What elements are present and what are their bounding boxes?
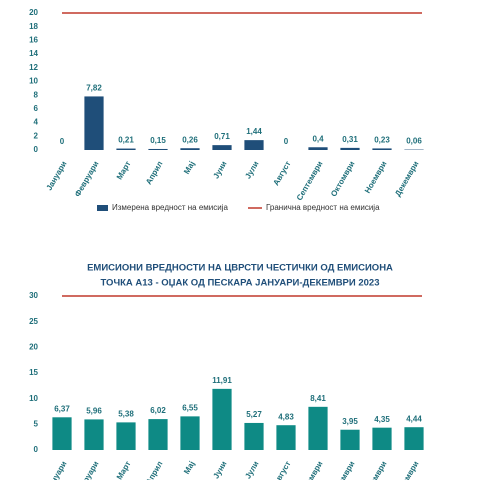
bar xyxy=(116,148,136,150)
y-tick-label: 14 xyxy=(29,49,38,58)
data-label: 0 xyxy=(284,137,289,146)
x-tick-label: Јули xyxy=(243,459,260,480)
x-tick-label: Мај xyxy=(182,460,197,476)
data-label: 6,37 xyxy=(54,404,70,413)
data-label: 0 xyxy=(60,137,65,146)
bar xyxy=(308,406,328,450)
bar xyxy=(404,427,424,450)
data-label: 0,21 xyxy=(118,136,134,145)
y-tick-label: 18 xyxy=(29,22,38,31)
data-label: 0,4 xyxy=(312,134,324,143)
x-tick-label: Февруари xyxy=(73,459,101,480)
bar xyxy=(84,419,104,450)
x-tick-label: Мај xyxy=(182,160,197,176)
bar xyxy=(148,148,168,150)
data-label: 5,27 xyxy=(246,410,262,419)
y-tick-label: 10 xyxy=(29,77,38,86)
x-tick-label: Декември xyxy=(393,159,420,198)
y-tick-label: 6 xyxy=(34,104,39,113)
x-tick-label: Август xyxy=(271,159,292,187)
x-tick-label: Јули xyxy=(243,159,260,180)
x-tick-label: Јуни xyxy=(211,159,228,180)
x-tick-label: Март xyxy=(115,459,133,480)
data-label: 0,71 xyxy=(214,132,230,141)
legend-swatch xyxy=(97,205,108,211)
bar xyxy=(148,419,168,450)
bar xyxy=(180,416,200,450)
x-tick-label: Септември xyxy=(295,159,325,202)
y-tick-label: 5 xyxy=(34,419,39,428)
y-tick-label: 2 xyxy=(34,131,39,140)
legend-label: Гранична вредност на емисија xyxy=(266,203,380,212)
y-tick-label: 0 xyxy=(34,145,39,154)
x-tick-label: Март xyxy=(115,159,133,181)
data-label: 6,02 xyxy=(150,406,166,415)
data-label: 4,35 xyxy=(374,415,390,424)
x-tick-label: Јуни xyxy=(211,459,228,480)
bar xyxy=(372,427,392,450)
data-label: 1,44 xyxy=(246,127,262,136)
x-tick-label: Јануари xyxy=(45,459,69,480)
bar xyxy=(84,96,104,150)
data-label: 0,31 xyxy=(342,135,358,144)
data-label: 6,55 xyxy=(182,403,198,412)
data-label: 11,91 xyxy=(212,376,232,385)
data-label: 5,38 xyxy=(118,409,134,418)
y-tick-label: 25 xyxy=(29,317,38,326)
x-tick-label: Февруари xyxy=(73,159,101,198)
x-tick-label: Април xyxy=(144,160,165,187)
x-tick-label: Ноември xyxy=(363,159,389,194)
y-tick-label: 8 xyxy=(34,90,39,99)
x-tick-label: Ноември xyxy=(363,459,389,480)
x-tick-label: Октомври xyxy=(329,459,357,480)
data-label: 0,26 xyxy=(182,135,198,144)
data-label: 3,95 xyxy=(342,417,358,426)
bar xyxy=(116,422,136,450)
bar xyxy=(52,417,72,450)
bar xyxy=(212,145,232,150)
y-tick-label: 20 xyxy=(29,342,38,351)
x-tick-label: Септември xyxy=(295,459,325,480)
bar xyxy=(340,429,360,450)
y-tick-label: 30 xyxy=(29,291,38,300)
data-label: 8,41 xyxy=(310,394,326,403)
bar xyxy=(212,388,232,450)
data-label: 7,82 xyxy=(86,84,102,93)
chart-title: ТОЧКА А13 - ОЏАК ОД ПЕСКАРА ЈАНУАРИ-ДЕКЕ… xyxy=(100,278,379,289)
chart-title: ЕМИСИОНИ ВРЕДНОСТИ НА ЦВРСТИ ЧЕСТИЧКИ ОД… xyxy=(87,263,393,274)
data-label: 5,96 xyxy=(86,407,102,416)
bar xyxy=(244,422,264,450)
y-tick-label: 4 xyxy=(34,118,39,127)
y-tick-label: 0 xyxy=(34,445,39,454)
data-label: 4,83 xyxy=(278,412,294,421)
x-tick-label: Април xyxy=(144,460,165,480)
bar xyxy=(244,140,264,150)
y-tick-label: 12 xyxy=(29,63,38,72)
y-tick-label: 10 xyxy=(29,394,38,403)
data-label: 0,23 xyxy=(374,136,390,145)
legend-label: Измерена вредност на емисија xyxy=(112,203,229,212)
bar xyxy=(276,425,296,450)
x-tick-label: Декември xyxy=(393,459,420,480)
x-tick-label: Октомври xyxy=(329,159,357,198)
data-label: 4,44 xyxy=(406,414,422,423)
data-label: 0,06 xyxy=(406,137,422,146)
x-tick-label: Јануари xyxy=(45,159,69,192)
bar xyxy=(372,148,392,150)
x-tick-label: Август xyxy=(271,459,292,480)
y-tick-label: 20 xyxy=(29,8,38,17)
data-label: 0,15 xyxy=(150,136,166,145)
y-tick-label: 15 xyxy=(29,368,38,377)
bar xyxy=(340,147,360,150)
y-tick-label: 16 xyxy=(29,36,38,45)
bar xyxy=(308,147,328,150)
bar xyxy=(180,148,200,150)
